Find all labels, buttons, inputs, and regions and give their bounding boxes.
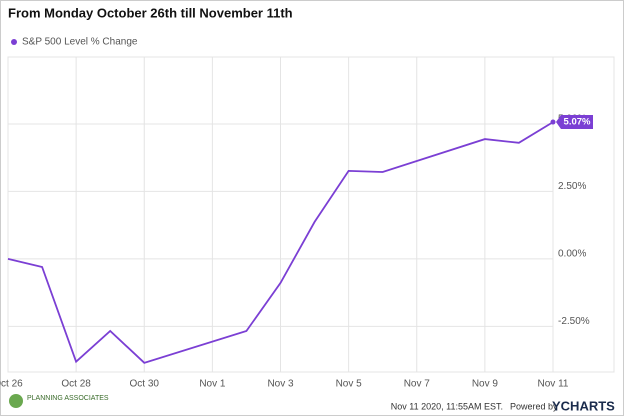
legend-dot: [11, 39, 17, 45]
line: [7, 121, 554, 364]
y-tick-label: -2.50%: [558, 316, 590, 327]
x-tick-label: Oct 30: [130, 379, 160, 390]
x-tick-label: Oct 26: [0, 379, 23, 390]
logo-text: PLANNING ASSOCIATES: [27, 395, 109, 402]
x-tick-label: Nov 1: [199, 379, 226, 390]
end-point: [550, 119, 556, 125]
x-tick-label: Nov 11: [538, 379, 569, 390]
legend-label: S&P 500 Level % Change: [22, 37, 138, 48]
powered-by: Powered by: [510, 401, 558, 411]
x-tick-label: Nov 5: [336, 379, 363, 390]
x-tick-label: Nov 7: [404, 379, 431, 390]
brand: YCHARTS: [552, 398, 615, 413]
x-tick-label: Nov 9: [472, 379, 499, 390]
logo: PLANNING ASSOCIATES: [9, 394, 109, 408]
chart-title: From Monday October 26th till November 1…: [8, 5, 293, 20]
x-tick-label: Oct 28: [61, 379, 91, 390]
y-tick-label: 0.00%: [558, 249, 586, 260]
y-tick-label: 2.50%: [558, 181, 586, 192]
value-label: 5.07%: [564, 117, 591, 128]
value-badge: [556, 115, 593, 130]
x-tick-label: Nov 3: [267, 379, 294, 390]
timestamp: Nov 11 2020, 11:55AM EST.: [391, 401, 503, 411]
